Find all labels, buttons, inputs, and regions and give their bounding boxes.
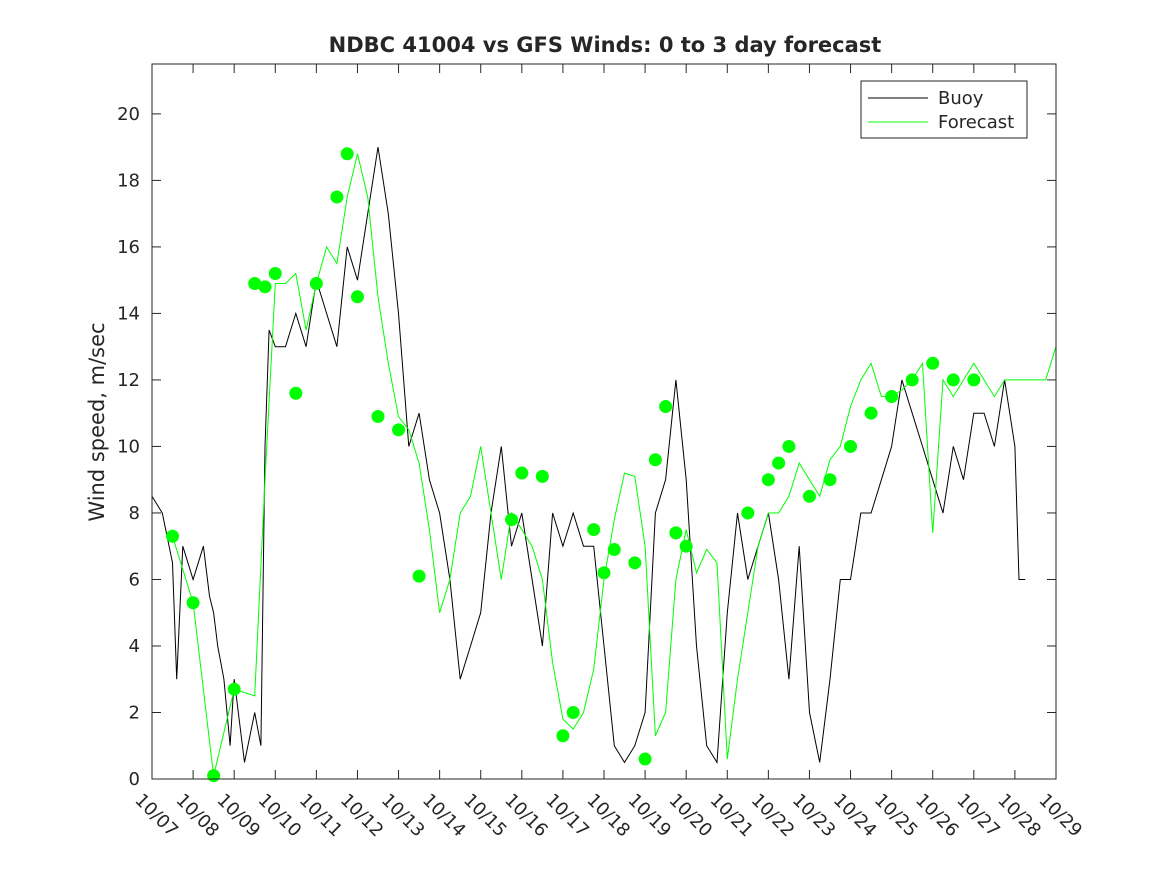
x-tick-label: 10/08 xyxy=(172,790,224,842)
x-tick-label: 10/22 xyxy=(747,790,799,842)
forecast-point xyxy=(761,473,775,487)
axis-ticks: 0246810121416182010/0710/0810/0910/1010/… xyxy=(117,64,1086,841)
forecast-point xyxy=(309,276,323,290)
forecast-point xyxy=(864,406,878,420)
forecast-point xyxy=(772,456,786,470)
buoy-series-line xyxy=(151,147,1026,764)
legend-box xyxy=(860,80,1028,139)
x-tick-label: 10/14 xyxy=(418,790,470,842)
x-tick-label: 10/19 xyxy=(624,790,676,842)
forecast-point xyxy=(371,410,385,424)
forecast-point xyxy=(638,752,652,766)
forecast-point xyxy=(741,506,755,520)
axes-box xyxy=(151,63,1057,780)
x-tick-label: 10/07 xyxy=(130,790,182,842)
x-tick-label: 10/25 xyxy=(870,790,922,842)
y-tick-label: 20 xyxy=(117,104,140,125)
forecast-point xyxy=(505,513,519,527)
forecast-point xyxy=(885,390,899,404)
forecast-point xyxy=(648,453,662,467)
legend: Buoy Forecast xyxy=(860,80,1028,139)
plot-area xyxy=(151,147,1057,783)
forecast-point xyxy=(227,682,241,696)
y-tick-label: 6 xyxy=(129,569,140,590)
forecast-point xyxy=(186,596,200,610)
forecast-point xyxy=(628,556,642,570)
y-tick-label: 0 xyxy=(129,769,140,790)
forecast-point xyxy=(330,190,344,204)
forecast-point xyxy=(782,439,796,453)
forecast-point xyxy=(258,280,272,294)
forecast-point xyxy=(607,543,621,557)
forecast-point xyxy=(926,356,940,370)
forecast-series-line xyxy=(172,153,1057,776)
x-tick-label: 10/20 xyxy=(665,790,717,842)
forecast-point xyxy=(248,276,262,290)
forecast-point xyxy=(905,373,919,387)
x-tick-label: 10/28 xyxy=(993,790,1045,842)
y-tick-label: 4 xyxy=(129,636,140,657)
forecast-point xyxy=(823,473,837,487)
forecast-point xyxy=(515,466,529,480)
x-tick-label: 10/21 xyxy=(706,790,758,842)
x-tick-label: 10/24 xyxy=(829,790,881,842)
forecast-point xyxy=(587,523,601,537)
legend-buoy-label: Buoy xyxy=(938,88,984,109)
chart-title: NDBC 41004 vs GFS Winds: 0 to 3 day fore… xyxy=(329,33,882,57)
y-tick-label: 2 xyxy=(129,702,140,723)
y-tick-label: 8 xyxy=(129,503,140,524)
x-tick-label: 10/09 xyxy=(213,790,265,842)
y-tick-label: 14 xyxy=(117,303,140,324)
forecast-point xyxy=(166,529,180,543)
x-tick-label: 10/18 xyxy=(582,790,634,842)
x-tick-label: 10/26 xyxy=(911,790,963,842)
y-tick-label: 18 xyxy=(117,170,140,191)
forecast-point xyxy=(844,439,858,453)
x-tick-label: 10/29 xyxy=(1034,790,1086,842)
forecast-point xyxy=(268,267,282,281)
forecast-point xyxy=(412,569,426,583)
y-tick-label: 16 xyxy=(117,237,140,258)
forecast-point xyxy=(597,566,611,580)
x-tick-label: 10/12 xyxy=(336,790,388,842)
forecast-point xyxy=(207,769,221,783)
forecast-point xyxy=(289,386,303,400)
x-tick-label: 10/11 xyxy=(295,790,347,842)
x-tick-label: 10/15 xyxy=(459,790,511,842)
forecast-point xyxy=(340,147,354,161)
forecast-point xyxy=(946,373,960,387)
y-axis-label: Wind speed, m/sec xyxy=(85,322,109,521)
forecast-point xyxy=(556,729,570,743)
forecast-point xyxy=(566,705,580,719)
x-tick-label: 10/27 xyxy=(952,790,1004,842)
x-tick-label: 10/23 xyxy=(788,790,840,842)
x-tick-label: 10/10 xyxy=(254,790,306,842)
x-tick-label: 10/13 xyxy=(377,790,429,842)
x-tick-label: 10/17 xyxy=(541,790,593,842)
y-tick-label: 10 xyxy=(117,436,140,457)
forecast-point xyxy=(535,469,549,483)
legend-forecast-label: Forecast xyxy=(938,112,1014,133)
forecast-point xyxy=(679,539,693,553)
forecast-point xyxy=(659,400,673,414)
forecast-point xyxy=(802,489,816,503)
forecast-point xyxy=(967,373,981,387)
y-tick-label: 12 xyxy=(117,370,140,391)
forecast-point xyxy=(392,423,406,437)
x-tick-label: 10/16 xyxy=(500,790,552,842)
forecast-point xyxy=(669,526,683,540)
forecast-point xyxy=(350,290,364,304)
